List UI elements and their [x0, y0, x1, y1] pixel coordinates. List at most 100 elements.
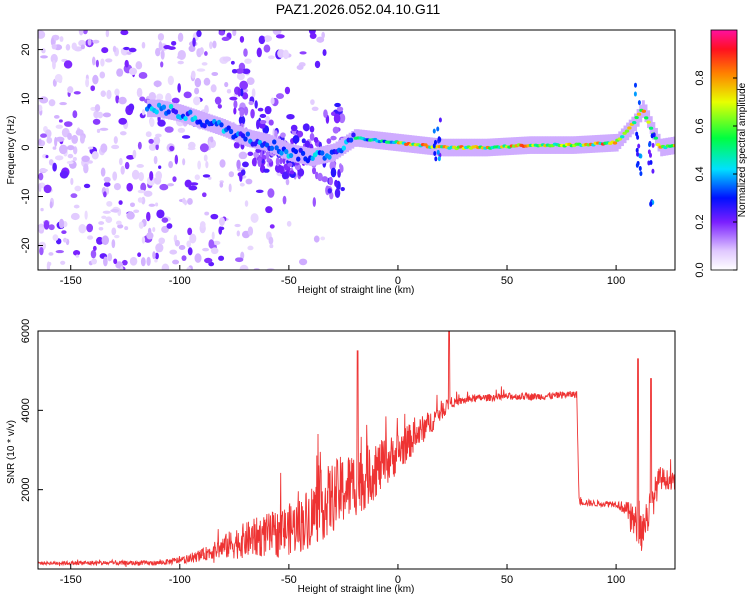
noise-blob	[266, 267, 275, 270]
snr-y-ticks: 2000 4000 6000	[20, 319, 43, 502]
spike-blob	[635, 147, 639, 153]
noise-blob	[92, 118, 101, 125]
ridge-halo	[322, 145, 326, 164]
noise-blob	[236, 230, 240, 237]
noise-blob	[102, 210, 111, 214]
noise-blob	[282, 195, 287, 205]
noise-blob	[86, 223, 94, 233]
noise-blob	[103, 256, 108, 267]
noise-blob	[310, 99, 315, 105]
noise-blob	[177, 83, 181, 93]
noise-blob	[96, 128, 101, 134]
ridge-cell	[627, 126, 632, 130]
noise-blob	[118, 200, 123, 205]
noise-blob	[234, 223, 241, 228]
noise-blob	[92, 245, 97, 251]
noise-blob	[87, 235, 94, 240]
noise-blob	[203, 154, 208, 162]
noise-blob	[239, 35, 245, 43]
noise-blob	[67, 153, 74, 159]
noise-blob	[138, 171, 144, 182]
spike-blob	[649, 201, 653, 207]
noise-blob	[121, 259, 128, 266]
streak-blob	[334, 102, 341, 108]
ridge-cell	[274, 145, 279, 151]
noise-blob	[187, 227, 193, 236]
ridge-cell	[293, 148, 299, 155]
noise-blob	[188, 185, 198, 191]
noise-blob	[172, 259, 180, 265]
noise-blob	[236, 72, 245, 81]
ridge-cell	[310, 155, 315, 162]
noise-blob	[251, 88, 256, 98]
noise-blob	[111, 144, 120, 150]
noise-blob	[187, 141, 196, 149]
ridge-halo	[343, 136, 347, 154]
streak-blob	[333, 113, 341, 124]
ridge-cell	[272, 139, 277, 145]
ridge-cell	[156, 102, 162, 108]
noise-blob	[239, 264, 249, 270]
noise-blob	[110, 209, 120, 213]
x-tick-label: 100	[607, 574, 625, 586]
streak-blob	[264, 105, 272, 115]
noise-blob	[282, 49, 289, 60]
streak-blob	[317, 172, 323, 182]
noise-blob	[141, 236, 146, 244]
x-tick-label: -50	[281, 275, 297, 287]
ridge-cell	[320, 150, 325, 156]
streak-blob	[251, 157, 257, 167]
noise-blob	[38, 138, 42, 146]
noise-blob	[141, 41, 146, 49]
ridge-cell	[648, 126, 654, 130]
ridge-cell	[624, 129, 630, 133]
noise-blob	[148, 203, 156, 207]
ridge-cell	[168, 103, 174, 110]
spike-blob	[434, 156, 438, 162]
noise-blob	[128, 103, 135, 112]
noise-blob	[73, 91, 81, 95]
spike-blob	[432, 128, 436, 134]
streak-blob	[275, 157, 280, 167]
noise-blob	[54, 136, 58, 147]
noise-blob	[209, 41, 213, 50]
noise-blob	[247, 226, 254, 236]
noise-blob	[114, 234, 120, 239]
noise-blob	[85, 78, 90, 88]
ridge-cell	[672, 143, 675, 148]
noise-blob	[124, 226, 129, 231]
noise-blob	[126, 154, 135, 160]
streak-blob	[330, 135, 337, 141]
streak-blob	[337, 168, 341, 178]
noise-blob	[168, 160, 174, 169]
ridge-halo	[652, 122, 656, 140]
noise-blob	[146, 211, 151, 222]
noise-blob	[99, 71, 106, 79]
noise-blob	[146, 231, 154, 240]
noise-blob	[81, 155, 90, 163]
streak-blob	[247, 151, 254, 157]
ridge-cell	[617, 137, 623, 141]
noise-blob	[311, 106, 319, 112]
streak-blob	[280, 132, 286, 138]
noise-blob	[43, 220, 50, 230]
ridge-halo	[327, 144, 331, 163]
noise-blob	[177, 60, 184, 65]
snr-series-line	[38, 331, 675, 568]
streak-blob	[301, 138, 306, 144]
noise-blob	[94, 104, 101, 112]
noise-blob	[245, 178, 253, 185]
noise-blob	[154, 258, 158, 263]
spectrogram-y-axis-label: Frequency (Hz)	[6, 116, 17, 185]
noise-blob	[243, 48, 248, 57]
noise-blob	[72, 110, 78, 119]
colorbar-tick-label: 0.0	[694, 262, 706, 277]
noise-blob	[196, 68, 206, 72]
ridge-cell	[653, 136, 659, 140]
noise-blob	[91, 258, 98, 265]
streak-blob	[287, 162, 293, 167]
noise-blob	[149, 171, 154, 181]
noise-blob	[169, 249, 178, 255]
x-tick-label: -50	[281, 574, 297, 586]
noise-blob	[113, 136, 118, 144]
